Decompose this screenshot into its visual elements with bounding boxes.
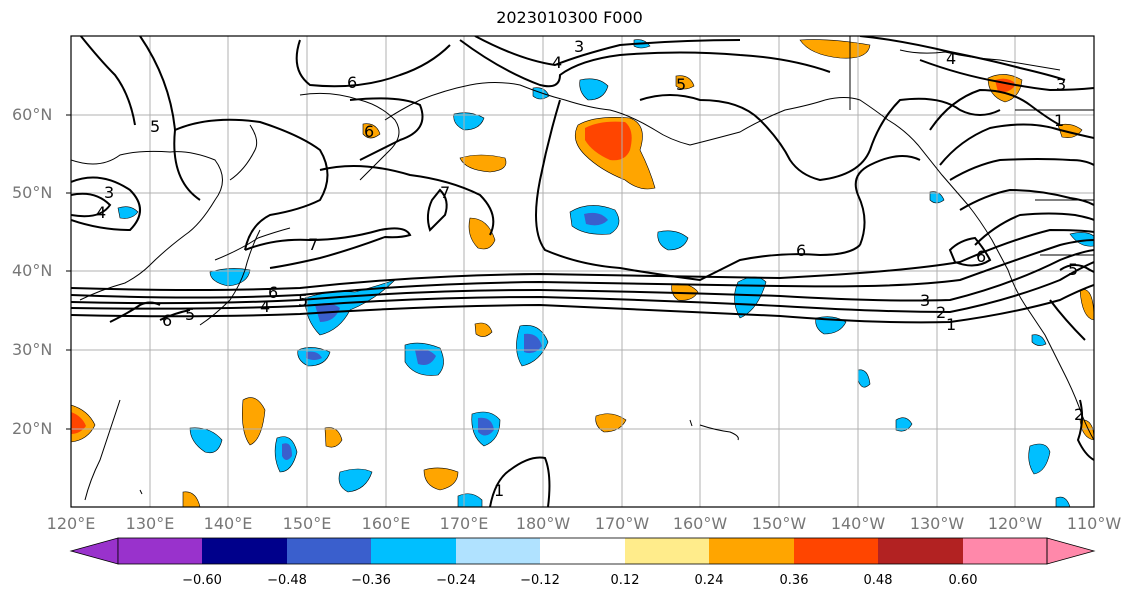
- lon-label: 130°W: [909, 514, 965, 533]
- colorbar-tick-label: 0.36: [779, 573, 809, 588]
- lon-label: 110°W: [1066, 514, 1122, 533]
- lat-label: 40°N: [12, 261, 53, 280]
- lon-label: 120°W: [987, 514, 1043, 533]
- map-title: 2023010300 F000: [496, 8, 643, 27]
- lon-label: 160°W: [672, 514, 728, 533]
- contour-label: 6: [268, 283, 278, 302]
- contour-label: 3: [574, 37, 584, 56]
- colorbar-frame: [117, 537, 1048, 565]
- lon-label: 160°E: [361, 514, 411, 533]
- contour-lines: [71, 36, 1094, 507]
- lat-label: 30°N: [12, 340, 53, 359]
- colorbar-segment: [625, 538, 709, 564]
- contour-label: 1: [1054, 111, 1064, 130]
- contour-label: 6: [347, 73, 357, 92]
- colorbar-under-arrow: [69, 537, 119, 565]
- coastlines: [71, 36, 1094, 501]
- lon-label: 140°W: [830, 514, 886, 533]
- colorbar-tick-label: 0.12: [610, 573, 640, 588]
- contour-label: 3: [1056, 75, 1066, 94]
- colorbar-tick-label: −0.48: [267, 573, 307, 588]
- contour-label: 3: [920, 291, 930, 310]
- contour-label: 4: [260, 297, 270, 316]
- contour-label: 5: [1068, 260, 1078, 279]
- colorbar-segment: [794, 538, 878, 564]
- contour-label: 4: [946, 49, 956, 68]
- contour-label: 5: [150, 117, 160, 136]
- colorbar-segment: [118, 538, 202, 564]
- lon-label: 180°W: [515, 514, 571, 533]
- contour-label: 7: [308, 235, 318, 254]
- colorbar-segment: [456, 538, 540, 564]
- colorbar-segment: [371, 538, 456, 564]
- colorbar-over-arrow: [1046, 537, 1096, 565]
- colorbar-tick-label: −0.36: [351, 573, 391, 588]
- lon-label: 150°W: [751, 514, 807, 533]
- contour-label: 7: [440, 183, 450, 202]
- colorbar-tick-label: −0.12: [520, 573, 560, 588]
- contour-label: 5: [185, 305, 195, 324]
- contour-label: 6: [976, 247, 986, 266]
- lat-label: 20°N: [12, 419, 53, 438]
- colorbar-segment: [963, 538, 1047, 564]
- anomaly-shading: [71, 39, 1094, 507]
- lon-label: 170°E: [439, 514, 489, 533]
- contour-label: 6: [796, 241, 806, 260]
- contour-label: 3: [104, 183, 114, 202]
- colorbar-segment: [878, 538, 963, 564]
- lon-label: 150°E: [282, 514, 332, 533]
- lat-label: 50°N: [12, 183, 53, 202]
- contour-label-group: 6 3 4 5 6 4 3 1 7 4 3 5 7 6 5 4 6 3 2 1 …: [96, 37, 1084, 500]
- colorbar-segment: [287, 538, 371, 564]
- contour-label: 5: [298, 291, 308, 310]
- contour-label: 1: [946, 315, 956, 334]
- lon-label: 130°E: [125, 514, 175, 533]
- contour-label: 5: [676, 75, 686, 94]
- contour-label: 4: [552, 53, 562, 72]
- lat-label: 60°N: [12, 105, 53, 124]
- colorbar-tick-label: 0.24: [694, 573, 724, 588]
- colorbar-segment: [202, 538, 287, 564]
- colorbar-segment: [540, 538, 625, 564]
- contour-label: 4: [96, 203, 106, 222]
- contour-label: 2: [936, 303, 946, 322]
- colorbar-tick-label: 0.48: [863, 573, 893, 588]
- colorbar: [69, 537, 1096, 565]
- axis-ticks: [66, 114, 71, 430]
- contour-label: 6: [364, 122, 374, 141]
- colorbar-segment: [709, 538, 794, 564]
- contour-label: 6: [162, 311, 172, 330]
- colorbar-tick-label: −0.24: [436, 573, 476, 588]
- lon-label: 140°E: [203, 514, 253, 533]
- colorbar-tick-label: −0.60: [182, 573, 222, 588]
- contour-label: 1: [494, 481, 504, 500]
- lon-label: 120°E: [46, 514, 96, 533]
- lon-label: 170°W: [594, 514, 650, 533]
- contour-label: 2: [1074, 405, 1084, 424]
- graticule: [71, 36, 1094, 507]
- colorbar-tick-label: 0.60: [948, 573, 978, 588]
